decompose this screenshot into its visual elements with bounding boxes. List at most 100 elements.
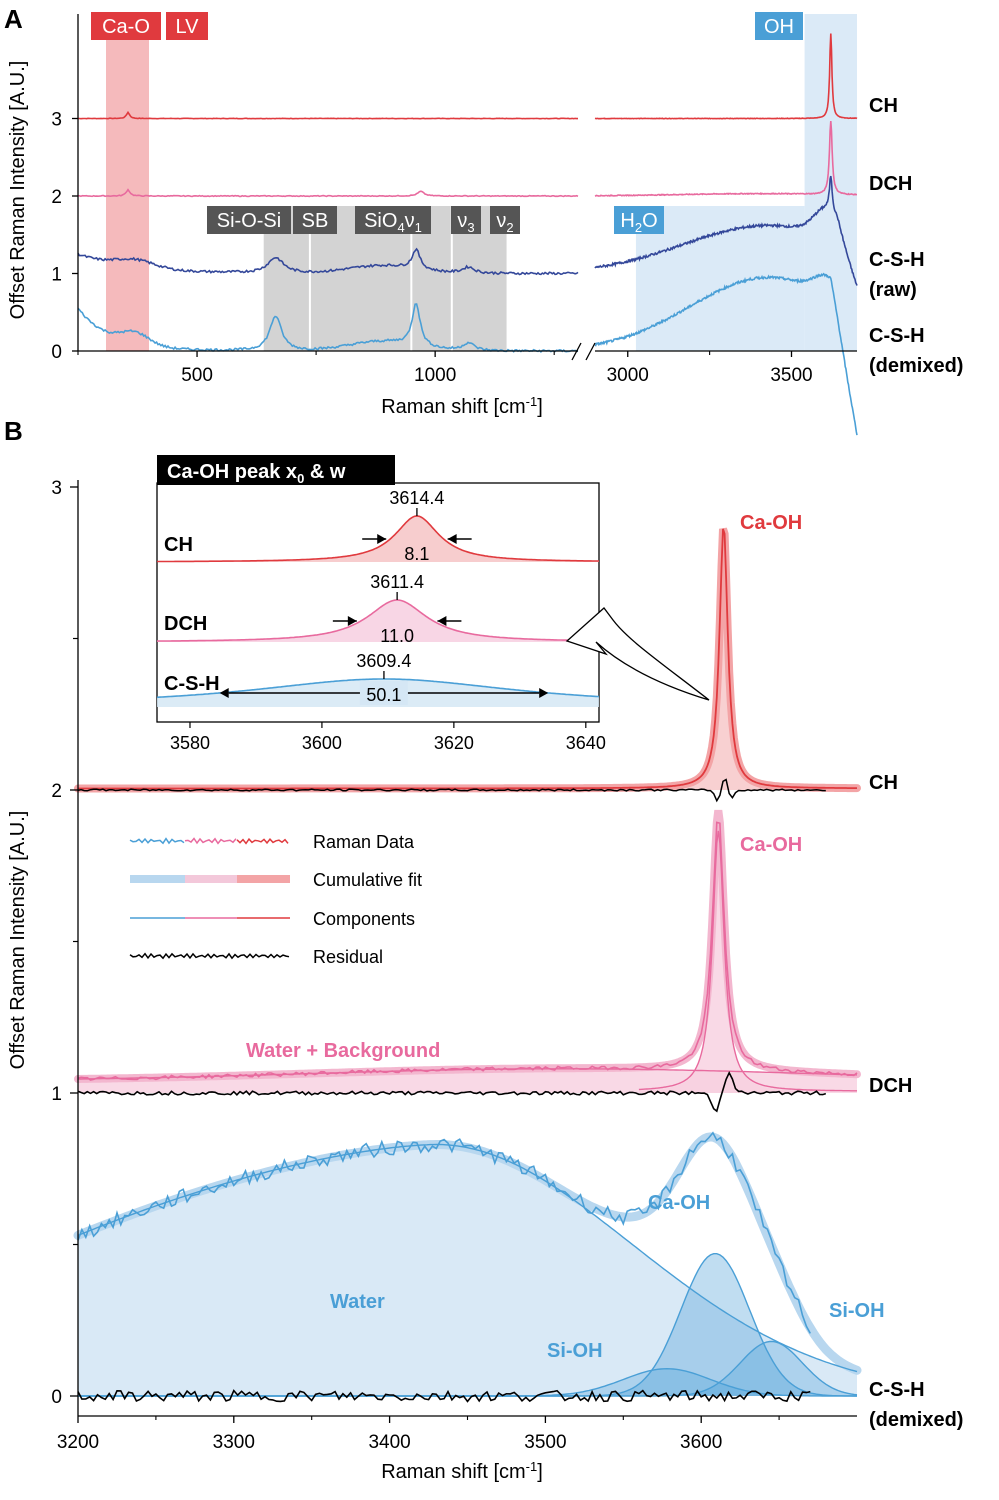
inset-plot: 3614.4 8.1 3611.4 11.0 3609.4 50.1 3580 3600 362… <box>156 488 606 753</box>
inset-label-dch: DCH <box>164 613 207 635</box>
inset-arrowhead-r-0 <box>447 534 457 544</box>
inset-arrowhead-l-2 <box>219 688 229 698</box>
b-sample-label-ch: CH <box>869 772 898 794</box>
inset-arrowhead-l-1 <box>347 616 357 626</box>
panel-b-ylabel: Offset Raman Intensity [A.U.] <box>7 811 29 1070</box>
b-ytick-label-0: 0 <box>51 1387 62 1408</box>
inset-title-box <box>157 455 395 485</box>
label-water: Water <box>330 1291 385 1313</box>
inset-curve-2 <box>156 678 600 699</box>
legend-key-data-0 <box>129 837 185 845</box>
inset-xtick-label-3600: 3600 <box>302 733 342 753</box>
b-sample-label-csh-sub: (demixed) <box>869 1409 963 1431</box>
panel-a-lines <box>77 33 858 436</box>
inset-x0-0: 3614.4 <box>389 488 444 508</box>
inset-arrowhead-l-0 <box>377 534 387 544</box>
panel-a-sample-labels: CH DCH C-S-H (raw) C-S-H (demixed) <box>869 95 963 377</box>
band-lv <box>106 14 149 351</box>
callout-arrow <box>565 607 710 701</box>
a-ytick-label-0: 0 <box>51 342 62 363</box>
inset-label-ch: CH <box>164 534 193 556</box>
panel-b-letter: B <box>4 416 23 446</box>
legend-components: Components <box>313 909 415 929</box>
tag-nu3-label: ν3 <box>457 210 474 235</box>
b-xtick-label-3200: 3200 <box>57 1432 99 1453</box>
tag-sb-box <box>293 206 337 234</box>
dch-raman-data <box>77 821 858 1081</box>
panel-b-axes: 0 1 2 3 3200 3300 3400 3500 3600 <box>51 478 857 1453</box>
tag-nu2-label: ν2 <box>496 210 513 235</box>
tag-oh-label: OH <box>764 16 794 38</box>
b-ytick-label-2: 2 <box>51 781 62 802</box>
label-water-background: Water + Background <box>246 1040 440 1062</box>
a-ytick-label-2: 2 <box>51 187 62 208</box>
a-xtick-label-500: 500 <box>181 365 213 386</box>
sample-label-csh-raw-sub: (raw) <box>869 279 917 301</box>
spectrum-dch-seg1 <box>594 121 857 197</box>
csh-raman-data <box>77 1131 812 1334</box>
sample-label-csh-raw: C-S-H <box>869 249 925 271</box>
b-xtick-label-3500: 3500 <box>524 1432 566 1453</box>
fill-csh-sioh1 <box>545 1368 795 1396</box>
spectrum-ch-seg1 <box>594 33 858 120</box>
tag-h2o-box <box>614 206 664 234</box>
fill-csh-water <box>78 1144 857 1396</box>
panel-b-xlabel: Raman shift [cm-1] <box>381 1459 543 1483</box>
legend-keys <box>129 837 290 960</box>
inset-fill-1 <box>157 600 599 642</box>
sample-label-ch: CH <box>869 95 898 117</box>
inset-w-1: 11.0 <box>380 626 414 646</box>
label-ch-ca-oh: Ca-OH <box>740 512 802 534</box>
inset-w-bg-2 <box>359 681 408 705</box>
inset: Ca-OH peak x0 & w 3614.4 8.1 3611.4 11.0 360… <box>156 455 606 753</box>
inset-arrowhead-r-2 <box>539 688 549 698</box>
inset-x0-1: 3611.4 <box>370 572 424 592</box>
legend-residual: Residual <box>313 947 383 967</box>
a-xtick-label-3000: 3000 <box>607 365 649 386</box>
panel-a-bands <box>106 14 857 351</box>
tag-sio4-label: SiO4ν1 <box>364 210 422 235</box>
tag-si-o-si-box <box>207 206 291 234</box>
tag-nu2-box <box>490 206 520 234</box>
inset-xtick-label-3580: 3580 <box>170 733 210 753</box>
b-ytick-label-3: 3 <box>51 478 62 499</box>
panel-b-fills <box>78 528 857 1396</box>
legend-raman-data: Raman Data <box>313 832 415 852</box>
panel-a-ylabel: Offset Raman Intensity [A.U.] <box>7 61 29 320</box>
axis-break <box>571 342 596 361</box>
inset-fill-0 <box>157 516 599 562</box>
inset-w-0: 8.1 <box>404 544 429 564</box>
b-xtick-label-3300: 3300 <box>213 1432 255 1453</box>
ch-component <box>78 528 857 790</box>
sample-label-dch: DCH <box>869 173 912 195</box>
legend-key-data-2 <box>236 837 289 845</box>
spectrum-csh-demixed-seg1 <box>594 272 858 436</box>
panel-b-lines <box>73 527 862 1403</box>
sample-label-csh-demixed-sub: (demixed) <box>869 355 963 377</box>
panel-a-letter: A <box>4 4 23 34</box>
tag-sb-label: SB <box>302 210 329 232</box>
tag-si-o-si-label: Si-O-Si <box>217 210 281 232</box>
b-sample-label-csh: C-S-H <box>869 1379 925 1401</box>
legend: Raman Data Cumulative fit Components Res… <box>129 832 422 967</box>
b-xtick-label-3600: 3600 <box>680 1432 722 1453</box>
tag-ca-o-box <box>91 12 161 40</box>
sample-label-csh-demixed: C-S-H <box>869 325 925 347</box>
a-ytick-label-1: 1 <box>51 265 62 286</box>
spectrum-csh-raw-seg0 <box>77 247 579 276</box>
inset-curve-0 <box>157 515 599 563</box>
a-xtick-label-1000: 1000 <box>414 365 456 386</box>
csh-residual <box>77 1389 811 1403</box>
fill-ch-peak <box>638 528 811 790</box>
a-ytick-label-3: 3 <box>51 110 62 131</box>
spectrum-ch-seg0 <box>78 110 578 120</box>
inset-xtick-label-3640: 3640 <box>566 733 606 753</box>
label-si-oh-high: Si-OH <box>829 1300 885 1322</box>
panel-b-sample-labels: CH DCH C-S-H (demixed) <box>869 772 963 1431</box>
dch-component-peak <box>638 830 857 1092</box>
spectrum-csh-raw-seg1 <box>594 175 858 286</box>
spectrum-csh-demixed-seg0 <box>77 303 579 354</box>
tag-oh-box <box>755 12 803 40</box>
